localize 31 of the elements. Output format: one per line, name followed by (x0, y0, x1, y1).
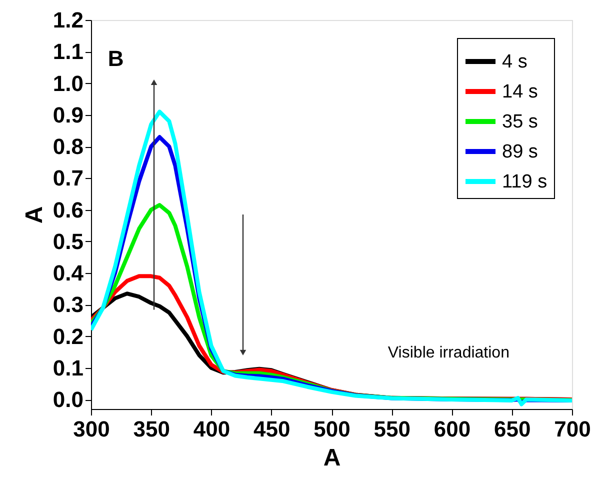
annotation: Visible irradiation (388, 344, 510, 362)
y-tick-label: 0.0 (52, 387, 84, 412)
x-tick-label: 600 (434, 416, 471, 442)
y-tick-label: 0.3 (52, 292, 84, 318)
x-tick-label: 550 (374, 416, 410, 442)
x-tick-label: 450 (254, 416, 290, 442)
x-tick-label: 300 (73, 416, 110, 442)
y-tick-label: 1.0 (52, 70, 84, 96)
y-tick-label: 0.7 (52, 166, 84, 191)
x-tick-label: 500 (314, 416, 350, 442)
y-tick-label: 0.8 (52, 134, 84, 160)
y-axis-title: A (20, 206, 48, 224)
legend-label: 119 s (502, 172, 548, 192)
y-tick-label: 0.1 (52, 355, 84, 380)
legend-label: 89 s (502, 142, 538, 162)
legend-label: 35 s (502, 112, 538, 132)
x-tick-label: 700 (554, 416, 591, 442)
y-tick-label: 1.2 (52, 8, 84, 32)
x-tick-label: 400 (193, 416, 230, 442)
y-tick-label: 0.4 (52, 260, 84, 286)
annotation: B (108, 46, 124, 71)
y-tick-label: 1.1 (52, 39, 84, 64)
legend-label: 14 s (502, 82, 538, 102)
y-tick-label: 0.2 (52, 324, 84, 349)
y-tick-label: 0.9 (52, 102, 84, 128)
x-tick-label: 350 (133, 416, 170, 442)
y-tick-label: 0.5 (52, 228, 84, 254)
y-tick-label: 0.6 (52, 197, 84, 222)
x-axis-title: A (323, 444, 341, 472)
legend-label: 4 s (502, 52, 528, 72)
x-tick-label: 650 (494, 416, 531, 442)
